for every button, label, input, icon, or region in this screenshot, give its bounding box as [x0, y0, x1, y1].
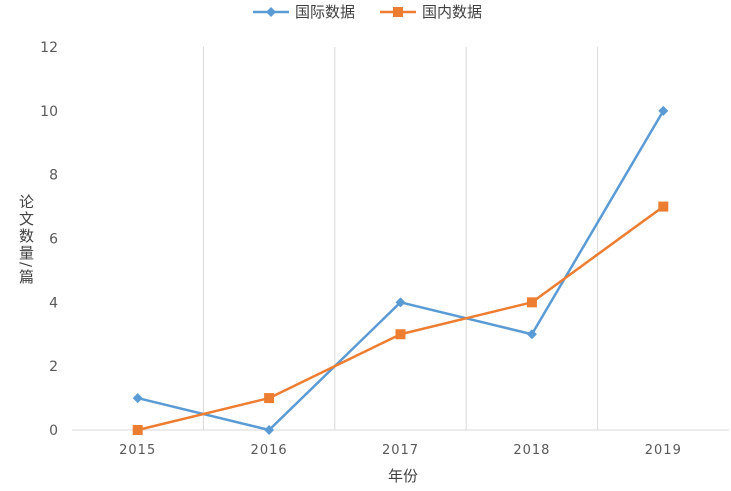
- data-point-diamond: [264, 425, 275, 435]
- legend-item-domestic: 国内数据: [380, 3, 482, 21]
- gridlines: [202, 47, 599, 430]
- data-point-square: [395, 329, 406, 340]
- legend-marker-square-icon: [393, 7, 403, 17]
- series-line: [137, 110, 665, 432]
- x-axis-ticks: 2015 2016 2017 2018 2019: [119, 443, 682, 458]
- y-tick-label: 2: [49, 359, 58, 375]
- y-tick-label: 6: [49, 232, 58, 248]
- series-line: [137, 205, 665, 432]
- legend-marker-diamond-icon: [266, 7, 276, 17]
- x-tick-label: 2018: [513, 443, 550, 458]
- x-axis-title: 年份: [388, 467, 418, 485]
- y-tick-label: 0: [49, 423, 58, 439]
- data-point-square: [658, 201, 669, 212]
- x-tick-label: 2016: [251, 443, 288, 458]
- data-point-diamond: [132, 393, 143, 404]
- series-international: [132, 105, 669, 435]
- x-tick-label: 2019: [645, 443, 682, 458]
- data-point-diamond: [658, 105, 669, 116]
- legend-label-international: 国际数据: [295, 3, 355, 21]
- y-tick-label: 4: [49, 295, 58, 311]
- data-point-diamond: [395, 297, 406, 308]
- x-tick-label: 2017: [382, 443, 419, 458]
- series-layer: [132, 105, 669, 435]
- y-tick-label: 10: [40, 104, 58, 120]
- data-point-diamond: [526, 329, 537, 340]
- y-tick-label: 8: [49, 168, 58, 184]
- y-axis-title: 论文数量/篇: [17, 194, 35, 286]
- x-tick-label: 2015: [119, 443, 156, 458]
- legend-label-domestic: 国内数据: [422, 3, 482, 21]
- y-tick-label: 12: [40, 40, 58, 56]
- data-point-square: [264, 393, 275, 404]
- legend: 国际数据 国内数据: [253, 3, 482, 21]
- data-point-square: [132, 425, 143, 435]
- series-domestic: [132, 201, 669, 435]
- data-point-square: [526, 297, 537, 308]
- y-axis-ticks: 0 2 4 6 8 10 12: [40, 40, 58, 439]
- legend-item-international: 国际数据: [253, 3, 355, 21]
